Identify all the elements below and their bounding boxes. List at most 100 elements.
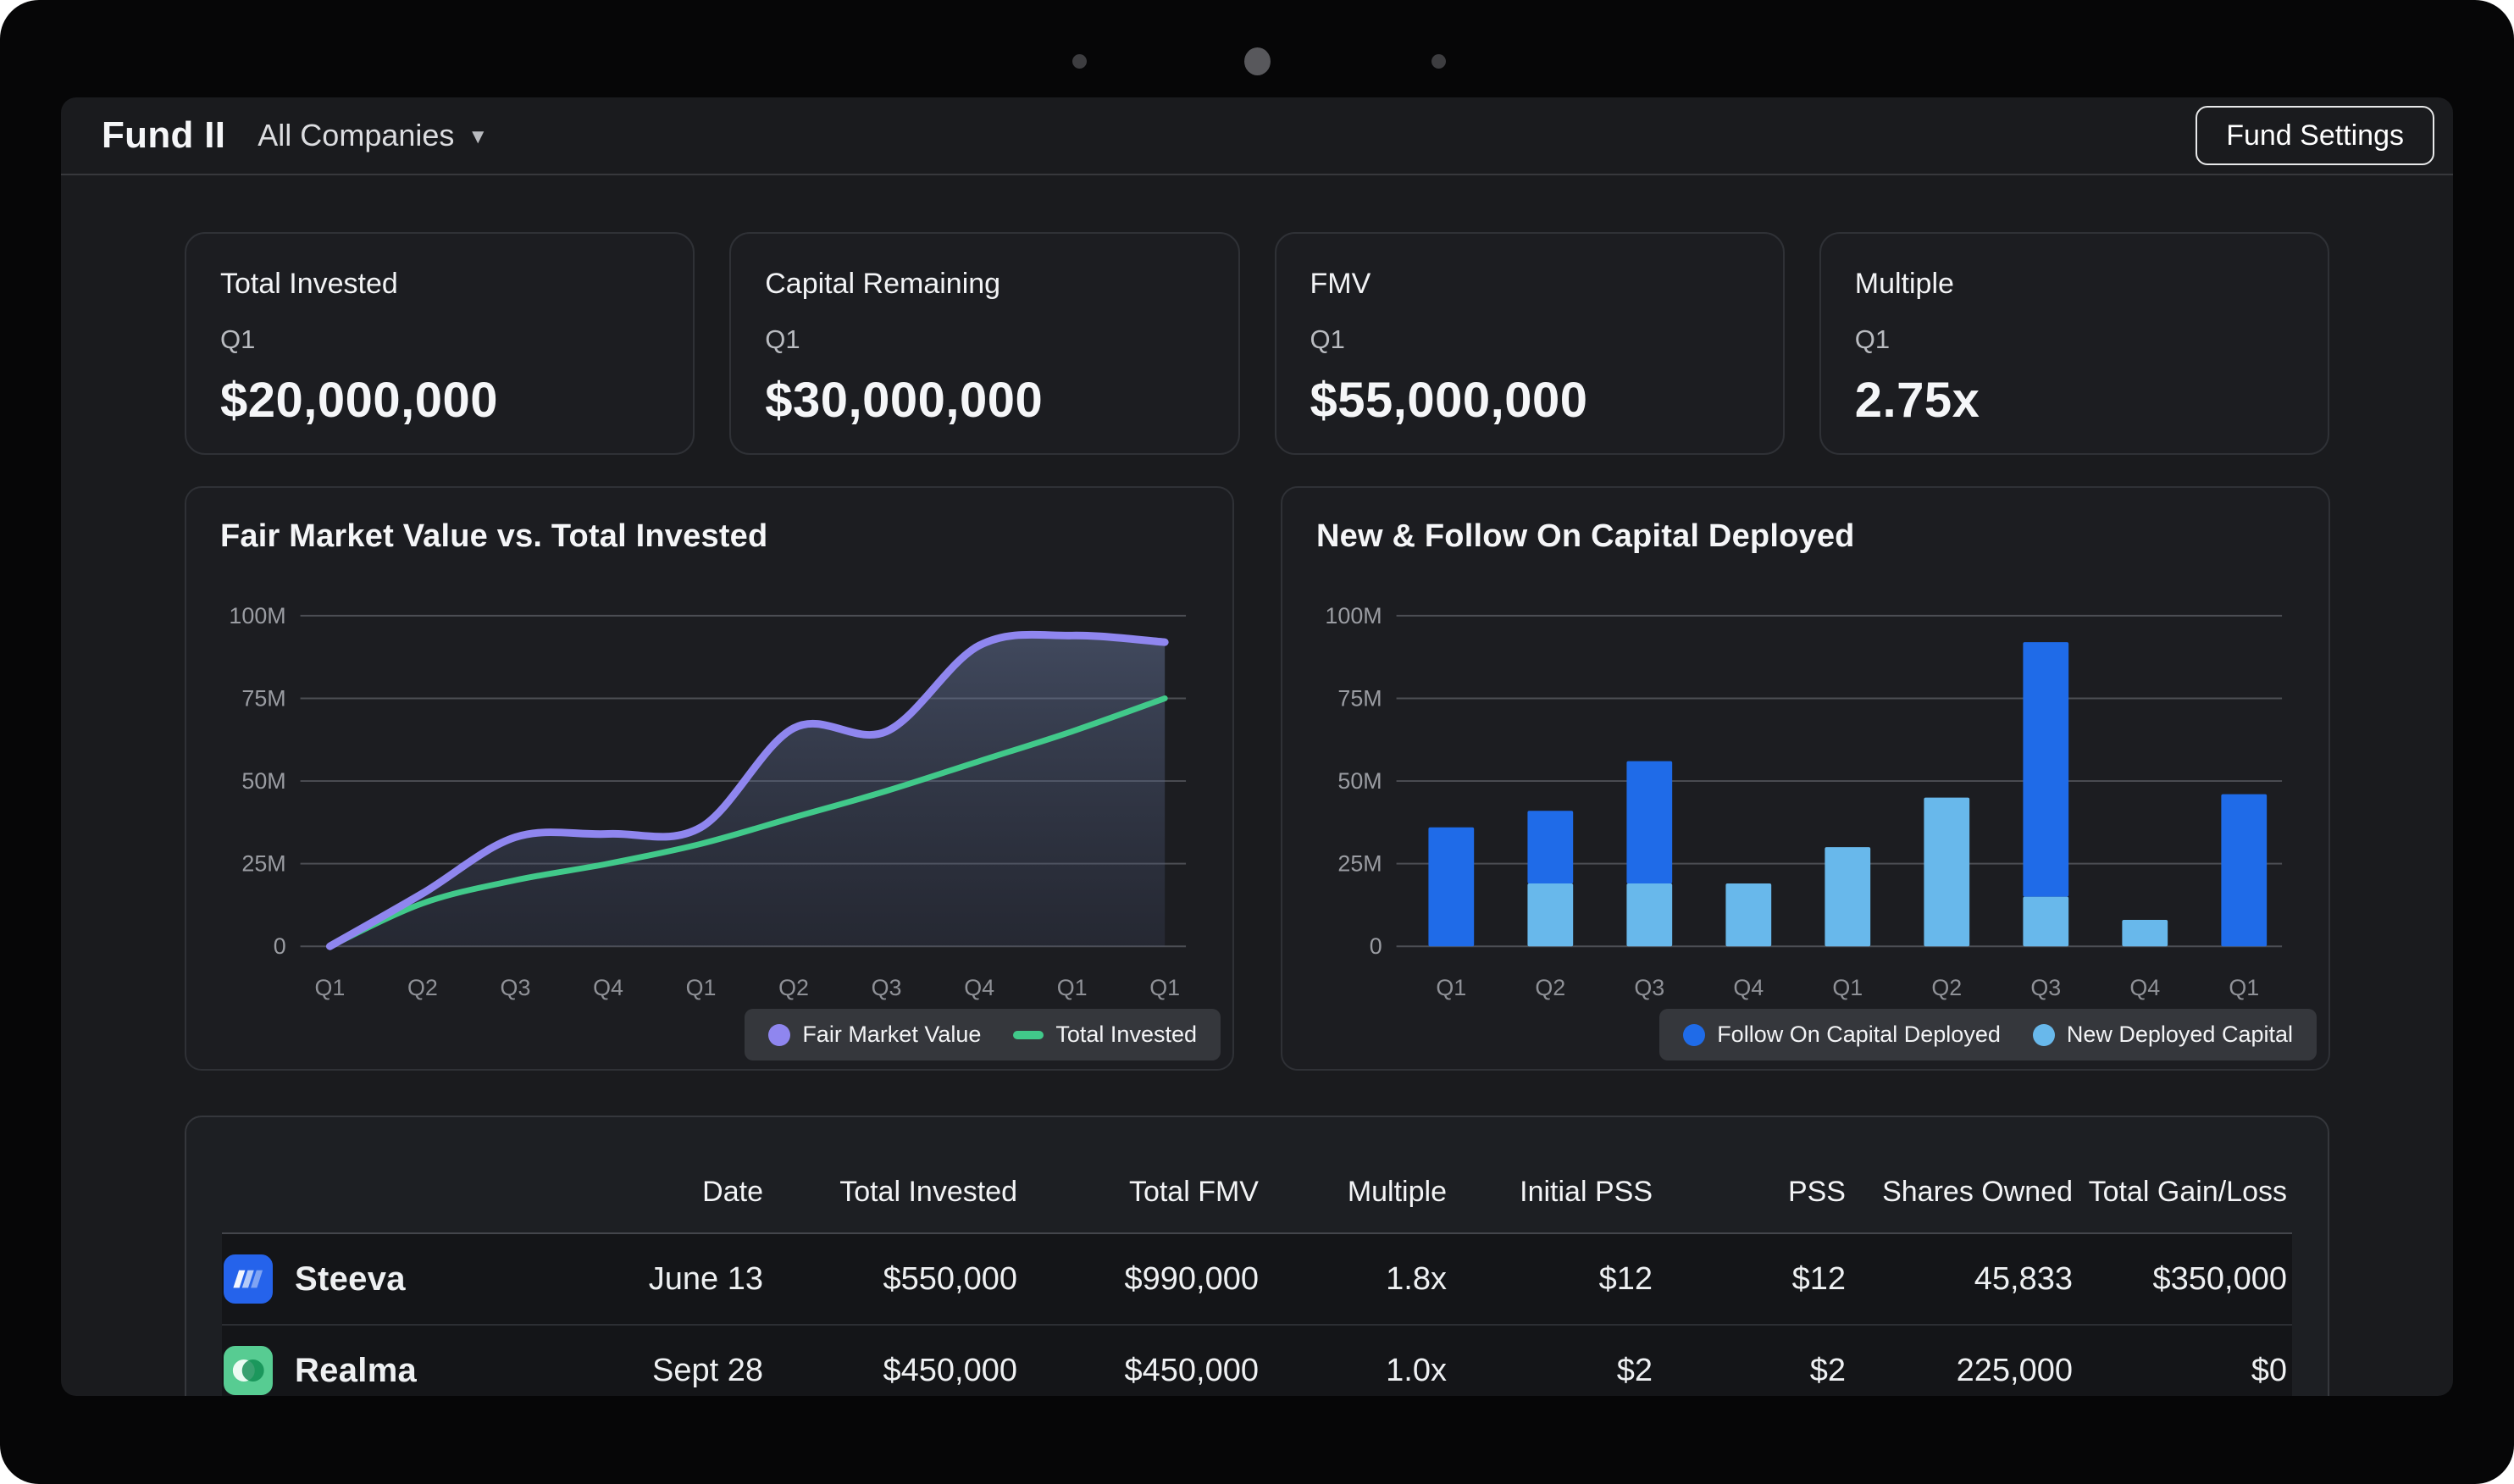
charts-row: Fair Market Value vs. Total Invested 100… xyxy=(185,486,2330,1071)
svg-text:Q1: Q1 xyxy=(1832,975,1863,1000)
legend-item-total-invested[interactable]: Total Invested xyxy=(1013,1022,1197,1048)
svg-text:Q4: Q4 xyxy=(964,975,994,1000)
legend-item-follow-on-capital[interactable]: Follow On Capital Deployed xyxy=(1683,1022,2001,1048)
svg-text:25M: 25M xyxy=(241,851,285,877)
follow-on-capital-marker-icon xyxy=(1683,1023,1706,1046)
cell-total-gain-loss: $0 xyxy=(2251,1352,2287,1388)
fmv-chart-legend: Fair Market Value Total Invested xyxy=(745,1009,1221,1060)
column-header-pss: PSS xyxy=(1787,1175,1846,1208)
stat-period: Q1 xyxy=(220,324,256,354)
svg-text:100M: 100M xyxy=(1325,603,1382,628)
company-cell: Realma xyxy=(222,1346,561,1395)
cell-multiple: 1.8x xyxy=(1386,1260,1447,1297)
fund-settings-button[interactable]: Fund Settings xyxy=(2196,106,2434,165)
svg-text:Q3: Q3 xyxy=(2030,975,2061,1000)
fmv-chart-card: Fair Market Value vs. Total Invested 100… xyxy=(185,486,1234,1071)
column-header-date: Date xyxy=(702,1175,763,1208)
new-deployed-capital-marker-icon xyxy=(2032,1023,2055,1046)
column-header-total-invested: Total Invested xyxy=(839,1175,1017,1208)
table-row-steeva[interactable]: Steeva June 13 $550,000 $990,000 1.8x $12 $12 4… xyxy=(222,1234,2292,1326)
cell-total-invested: $450,000 xyxy=(883,1352,1018,1388)
stat-cards-row: Total Invested Q1 $20,000,000 Capital Re… xyxy=(185,232,2329,455)
svg-text:Q2: Q2 xyxy=(778,975,809,1000)
svg-text:0: 0 xyxy=(1370,933,1382,959)
company-filter-dropdown[interactable]: All Companies ▼ xyxy=(257,118,488,153)
cell-multiple: 1.0x xyxy=(1386,1352,1447,1388)
page-indicator-dot[interactable] xyxy=(1431,54,1446,69)
svg-text:50M: 50M xyxy=(241,768,285,794)
cell-initial-pss: $2 xyxy=(1616,1352,1653,1388)
cell-date: Sept 28 xyxy=(652,1352,763,1388)
stat-value: 2.75x xyxy=(1854,373,1980,428)
chevron-down-icon: ▼ xyxy=(468,125,489,148)
fmv-area-chart: 100M 75M 50M 25M 0 Q1 Q2 Q3 Q4 Q1 Q2 Q3 Q4 Q1 Q1 xyxy=(229,603,1187,1000)
legend-item-new-deployed-capital[interactable]: New Deployed Capital xyxy=(2032,1022,2293,1048)
cell-total-fmv: $450,000 xyxy=(1124,1352,1260,1388)
cell-total-fmv: $990,000 xyxy=(1124,1260,1260,1297)
stat-card-fmv: FMV Q1 $55,000,000 xyxy=(1274,232,1785,455)
cell-shares-owned: 225,000 xyxy=(1956,1352,2073,1388)
company-name: Steeva xyxy=(295,1260,406,1298)
svg-text:Q2: Q2 xyxy=(1931,975,1962,1000)
page-indicator-dot-active[interactable] xyxy=(1244,47,1271,75)
svg-text:Q4: Q4 xyxy=(1733,975,1764,1000)
legend-label: Total Invested xyxy=(1055,1022,1197,1047)
realma-logo-icon xyxy=(224,1346,273,1395)
stat-value: $20,000,000 xyxy=(220,373,499,428)
table-header-row: Date Total Invested Total FMV Multiple Initi… xyxy=(222,1151,2292,1234)
svg-text:Q3: Q3 xyxy=(1634,975,1664,1000)
page-title: Fund II xyxy=(102,114,226,156)
company-name: Realma xyxy=(295,1351,418,1389)
svg-text:Q2: Q2 xyxy=(1535,975,1565,1000)
stat-label: Multiple xyxy=(1854,268,1954,300)
column-header-total-fmv: Total FMV xyxy=(1128,1175,1259,1208)
legend-label: New Deployed Capital xyxy=(2066,1022,2293,1047)
svg-text:Q4: Q4 xyxy=(593,975,623,1000)
capital-deployed-chart-card: New & Follow On Capital Deployed 100M 75M… xyxy=(1281,486,2330,1071)
column-header-total-gain-loss: Total Gain/Loss xyxy=(2088,1175,2287,1208)
company-filter-value: All Companies xyxy=(257,118,455,152)
svg-text:75M: 75M xyxy=(241,685,285,711)
stat-value: $55,000,000 xyxy=(1310,373,1588,428)
cell-pss: $2 xyxy=(1809,1352,1846,1388)
chart-title: Fair Market Value vs. Total Invested xyxy=(220,518,768,554)
legend-label: Follow On Capital Deployed xyxy=(1717,1022,2001,1047)
stat-period: Q1 xyxy=(765,324,800,354)
page-indicator xyxy=(0,0,2514,93)
column-header-initial-pss: Initial PSS xyxy=(1520,1175,1653,1208)
svg-text:Q1: Q1 xyxy=(1436,975,1466,1000)
stat-card-total-invested: Total Invested Q1 $20,000,000 xyxy=(185,232,695,455)
page-indicator-dot[interactable] xyxy=(1072,54,1087,69)
stat-period: Q1 xyxy=(1310,324,1345,354)
svg-text:50M: 50M xyxy=(1337,768,1382,794)
svg-text:Q4: Q4 xyxy=(2129,975,2160,1000)
table-row-realma[interactable]: Realma Sept 28 $450,000 $450,000 1.0x $2 $2 225… xyxy=(222,1326,2292,1396)
svg-text:25M: 25M xyxy=(1337,851,1382,877)
stat-label: Capital Remaining xyxy=(765,268,1001,300)
total-invested-marker-icon xyxy=(1013,1030,1044,1039)
svg-text:Q1: Q1 xyxy=(686,975,717,1000)
legend-item-fair-market-value[interactable]: Fair Market Value xyxy=(768,1022,981,1048)
dashboard-content: Total Invested Q1 $20,000,000 Capital Re… xyxy=(61,232,2453,1396)
cell-shares-owned: 45,833 xyxy=(1974,1260,2073,1297)
app-window: Fund II All Companies ▼ Fund Settings To… xyxy=(61,97,2453,1396)
stat-period: Q1 xyxy=(1854,324,1891,354)
portfolio-table-card: Date Total Invested Total FMV Multiple Initi… xyxy=(185,1116,2329,1396)
svg-text:Q1: Q1 xyxy=(1057,975,1088,1000)
svg-text:Q3: Q3 xyxy=(872,975,902,1000)
svg-text:0: 0 xyxy=(274,933,286,959)
stat-card-capital-remaining: Capital Remaining Q1 $30,000,000 xyxy=(729,232,1240,455)
column-header-shares-owned: Shares Owned xyxy=(1882,1175,2073,1208)
chart-title: New & Follow On Capital Deployed xyxy=(1316,518,1855,554)
header: Fund II All Companies ▼ Fund Settings xyxy=(61,97,2453,175)
svg-text:Q1: Q1 xyxy=(1149,975,1180,1000)
stat-label: FMV xyxy=(1310,268,1371,300)
capital-bar-chart: 100M 75M 50M 25M 0 Q1 Q2 Q3 Q4 Q1 Q2 Q3 Q4 Q1 xyxy=(1325,603,2283,1000)
svg-text:75M: 75M xyxy=(1337,685,1382,711)
svg-text:Q3: Q3 xyxy=(501,975,531,1000)
svg-text:Q2: Q2 xyxy=(407,975,438,1000)
stat-card-multiple: Multiple Q1 2.75x xyxy=(1819,232,2329,455)
svg-text:Q1: Q1 xyxy=(315,975,346,1000)
cell-total-gain-loss: $350,000 xyxy=(2152,1260,2288,1297)
